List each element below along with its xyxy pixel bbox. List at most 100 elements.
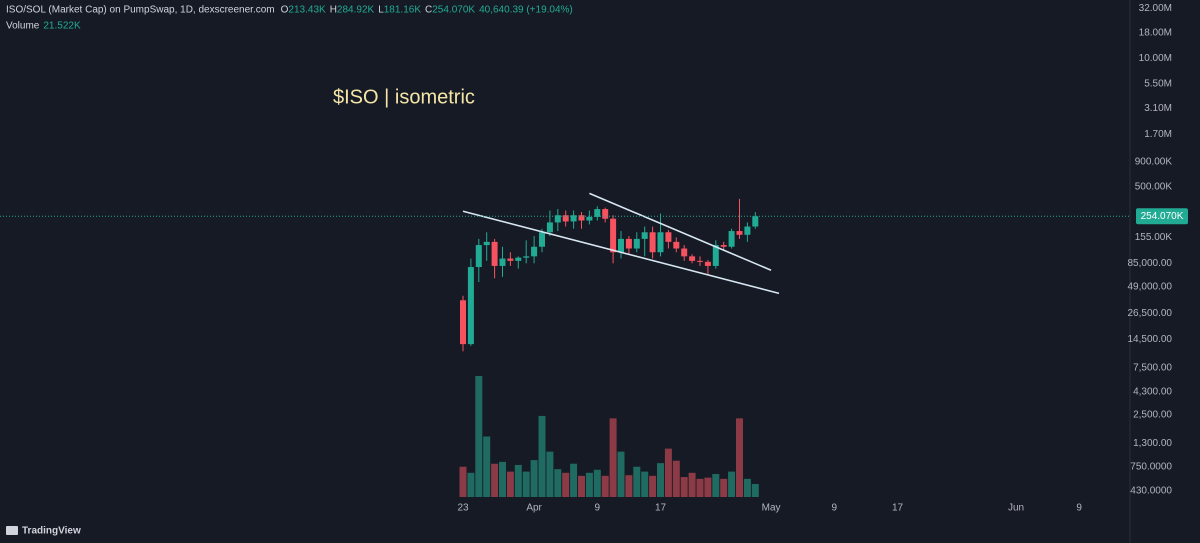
watermark: TradingView <box>6 526 81 537</box>
logo-text: TradingView <box>22 526 81 537</box>
volume-bar <box>522 471 530 497</box>
y-tick-label: 2,500.00 <box>1133 410 1172 421</box>
candle-body <box>539 232 545 247</box>
y-tick-label: 49,000.00 <box>1128 282 1173 293</box>
candle-body <box>531 246 538 257</box>
volume-bar <box>546 451 554 497</box>
candle-body <box>523 256 530 258</box>
y-tick-label: 4,300.00 <box>1133 386 1172 397</box>
volume-bar <box>649 475 657 497</box>
y-tick-label: 500.00K <box>1135 182 1173 193</box>
volume-bar <box>506 471 514 497</box>
legend: ISO/SOL (Market Cap) on PumpSwap, 1D, de… <box>6 5 573 32</box>
legend-ohlc-label: O <box>281 5 289 16</box>
candle-body <box>499 258 506 266</box>
volume-bar <box>680 477 688 497</box>
candle-body <box>586 216 593 221</box>
volume-bar <box>617 451 625 497</box>
legend-ohlc-value: 181.16K <box>384 5 422 16</box>
y-tick-label: 14,500.00 <box>1128 334 1173 345</box>
y-tick-label: 1,300.00 <box>1133 438 1172 449</box>
volume-bar <box>728 471 736 497</box>
y-tick-label: 1.70M <box>1144 129 1172 140</box>
candle-body <box>752 216 759 227</box>
volume-bar <box>743 478 751 497</box>
candle-body <box>483 241 490 246</box>
candle-body <box>546 222 553 233</box>
volume-bar <box>593 469 601 497</box>
candle-body <box>720 245 727 247</box>
candle-body <box>728 231 735 247</box>
candle-body <box>460 300 466 345</box>
volume-bar <box>664 448 672 497</box>
candle-body <box>618 238 624 253</box>
candle-body <box>570 215 577 222</box>
volume-bar <box>633 466 641 497</box>
trendline <box>462 210 780 295</box>
y-tick-label: 5.50M <box>1144 79 1172 90</box>
candle-body <box>704 261 711 266</box>
x-tick-label: 17 <box>655 503 667 514</box>
legend-ohlc-label: L <box>378 5 384 16</box>
volume-bar <box>538 415 546 497</box>
candle-body <box>562 215 569 222</box>
legend-ohlc-value: 213.43K <box>288 5 326 16</box>
y-tick-label: 3.10M <box>1144 103 1172 114</box>
candle-body <box>594 209 601 217</box>
legend-ohlc-value: 254.070K <box>432 5 475 16</box>
trendline <box>589 192 772 271</box>
y-tick-label: 750.0000 <box>1130 461 1172 472</box>
x-tick-label: 17 <box>892 503 904 514</box>
last-price-label: 254.070K <box>1141 211 1184 222</box>
legend-volume-label: Volume <box>6 21 40 32</box>
candle-body <box>610 218 617 253</box>
candle-body <box>649 232 656 253</box>
candle-body <box>712 245 719 266</box>
volume-bar <box>585 472 593 497</box>
volume-bar <box>751 483 759 497</box>
y-tick-label: 10.00M <box>1139 53 1172 64</box>
volume-bar <box>657 463 664 497</box>
volume-bar <box>696 478 704 497</box>
candle-body <box>507 258 514 261</box>
y-tick-label: 18.00M <box>1139 28 1172 39</box>
volume-bar <box>720 478 728 497</box>
y-tick-label: 430.0000 <box>1130 485 1172 496</box>
candle-body <box>633 238 640 249</box>
volume-bar <box>530 460 538 497</box>
volume-bar <box>499 461 506 497</box>
y-tick-label: 155.00K <box>1135 232 1173 243</box>
volume-bar <box>625 475 633 497</box>
legend-ohlc-value: 284.92K <box>337 5 375 16</box>
y-tick-label: 900.00K <box>1135 156 1173 167</box>
volume-bar <box>554 469 562 497</box>
x-tick-label: May <box>762 503 781 514</box>
candle-body <box>625 238 632 249</box>
x-tick-label: Jun <box>1008 503 1024 514</box>
y-tick-label: 26,500.00 <box>1128 308 1173 319</box>
volume-bar <box>570 463 578 497</box>
legend-ohlc-label: H <box>330 5 337 16</box>
x-tick-label: 9 <box>595 503 601 514</box>
last-price-box <box>1136 208 1188 225</box>
legend-symbol: ISO/SOL (Market Cap) on PumpSwap, 1D, de… <box>6 5 275 16</box>
volume-bar <box>609 418 617 497</box>
volume-bar <box>475 376 483 497</box>
y-tick-label: 7,500.00 <box>1133 362 1172 373</box>
candle-body <box>673 241 680 249</box>
volume-bar <box>712 474 720 497</box>
volume-bar <box>672 460 680 497</box>
candle-body <box>665 232 672 242</box>
legend-ohlc-label: C <box>425 5 432 16</box>
x-tick-label: 9 <box>832 503 838 514</box>
candle-body <box>515 257 522 261</box>
candle-body <box>467 267 474 345</box>
y-tick-label: 85,000.00 <box>1128 258 1173 269</box>
candle-body <box>475 245 482 268</box>
candle-body <box>744 226 751 235</box>
legend-change: 40,640.39 (+19.04%) <box>479 5 573 16</box>
candle-body <box>689 256 696 261</box>
volume-bar <box>562 472 570 497</box>
